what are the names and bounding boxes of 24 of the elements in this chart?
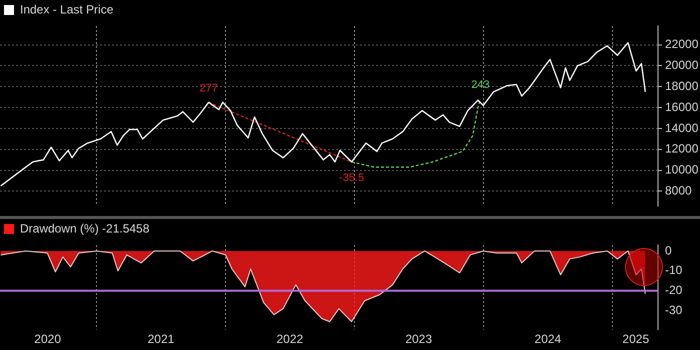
annotation: 277 (199, 82, 218, 94)
y-tick-label: 16000 (665, 100, 699, 114)
y-tick-label: 18000 (665, 78, 699, 93)
y-tick-label: -10 (665, 263, 683, 278)
y-tick-label: 10000 (665, 162, 699, 177)
x-tick-label: 2020 (34, 332, 62, 346)
y-tick-label: -30 (665, 303, 683, 317)
y-tick-label: 14000 (665, 120, 699, 135)
y-tick-label: -20 (665, 283, 683, 298)
legend-label: Drawdown (%) -21.5458 (20, 221, 150, 236)
x-tick-label: 2024 (534, 332, 562, 346)
annotation: 243 (471, 79, 490, 92)
y-tick-label: 0 (665, 243, 672, 258)
y-tick-label: 22000 (665, 37, 699, 52)
legend-label: Index - Last Price (20, 2, 114, 16)
annotation: -35.5 (339, 172, 364, 184)
x-tick-label: 2022 (276, 332, 304, 346)
y-tick-label: 20000 (665, 58, 699, 72)
x-tick-label: 2023 (405, 332, 432, 346)
line-series (350, 98, 482, 168)
y-tick-label: 12000 (665, 142, 699, 156)
y-tick-label: 8000 (665, 183, 692, 198)
x-tick-label: 2021 (148, 332, 175, 346)
x-tick-label: 2025 (622, 332, 650, 346)
